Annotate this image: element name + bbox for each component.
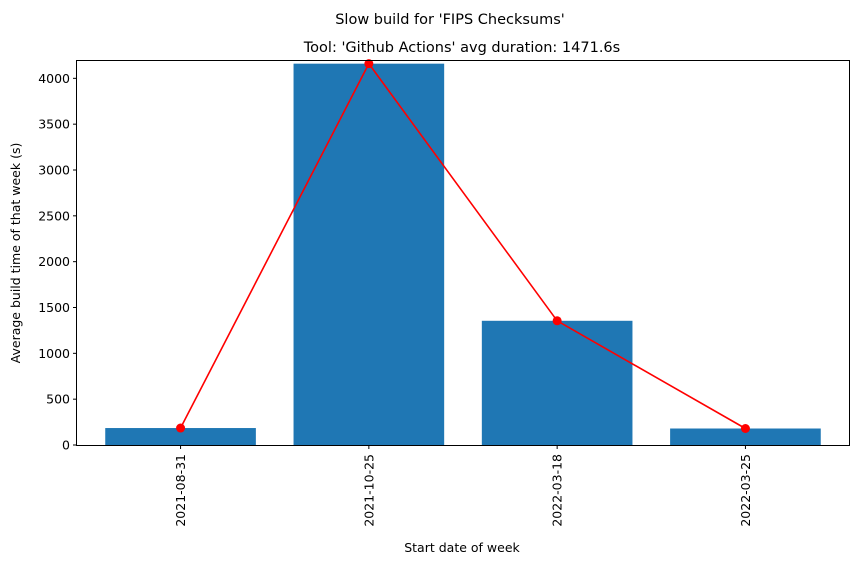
x-axis-label: Start date of week [404, 540, 520, 555]
y-tick-label-2000: 2000 [38, 254, 70, 269]
y-tick-label-500: 500 [46, 392, 70, 407]
line-layer [176, 59, 750, 433]
y-axis: 0 500 1000 1500 2000 2500 3000 3500 4000 [38, 71, 77, 453]
x-tick-label-2022-03-25: 2022-03-25 [738, 454, 753, 527]
bar-2021-08-31 [105, 428, 256, 445]
trend-point-2022-03-18 [552, 316, 562, 326]
x-tick-label-2021-10-25: 2021-10-25 [361, 454, 376, 527]
bar-2021-10-25 [293, 63, 445, 446]
bars-layer [105, 63, 821, 446]
y-axis-label: Average build time of that week (s) [8, 143, 23, 364]
y-tick-label-0: 0 [62, 438, 70, 453]
y-tick-label-1500: 1500 [38, 300, 70, 315]
chart-suptitle: Slow build for 'FIPS Checksums' [335, 12, 565, 28]
y-tick-label-2500: 2500 [38, 208, 70, 223]
x-tick-label-2021-08-31: 2021-08-31 [173, 454, 188, 527]
trend-point-2021-10-25 [364, 59, 374, 69]
y-tick-label-4000: 4000 [38, 71, 70, 86]
y-tick-label-1000: 1000 [38, 346, 70, 361]
x-axis: 2021-08-31 2021-10-25 2022-03-18 2022-03-25 [173, 445, 753, 527]
trend-point-2022-03-25 [740, 424, 750, 433]
x-tick-label-2022-03-18: 2022-03-18 [550, 454, 565, 527]
plot-frame [76, 60, 850, 446]
trend-line [179, 62, 746, 430]
bar-2022-03-25 [670, 428, 821, 445]
trend-point-2021-08-31 [176, 423, 186, 433]
y-tick-label-3000: 3000 [38, 163, 70, 178]
bar-2022-03-18 [481, 320, 633, 445]
y-tick-label-3500: 3500 [38, 117, 70, 132]
chart-title: Tool: 'Github Actions' avg duration: 147… [303, 40, 620, 56]
